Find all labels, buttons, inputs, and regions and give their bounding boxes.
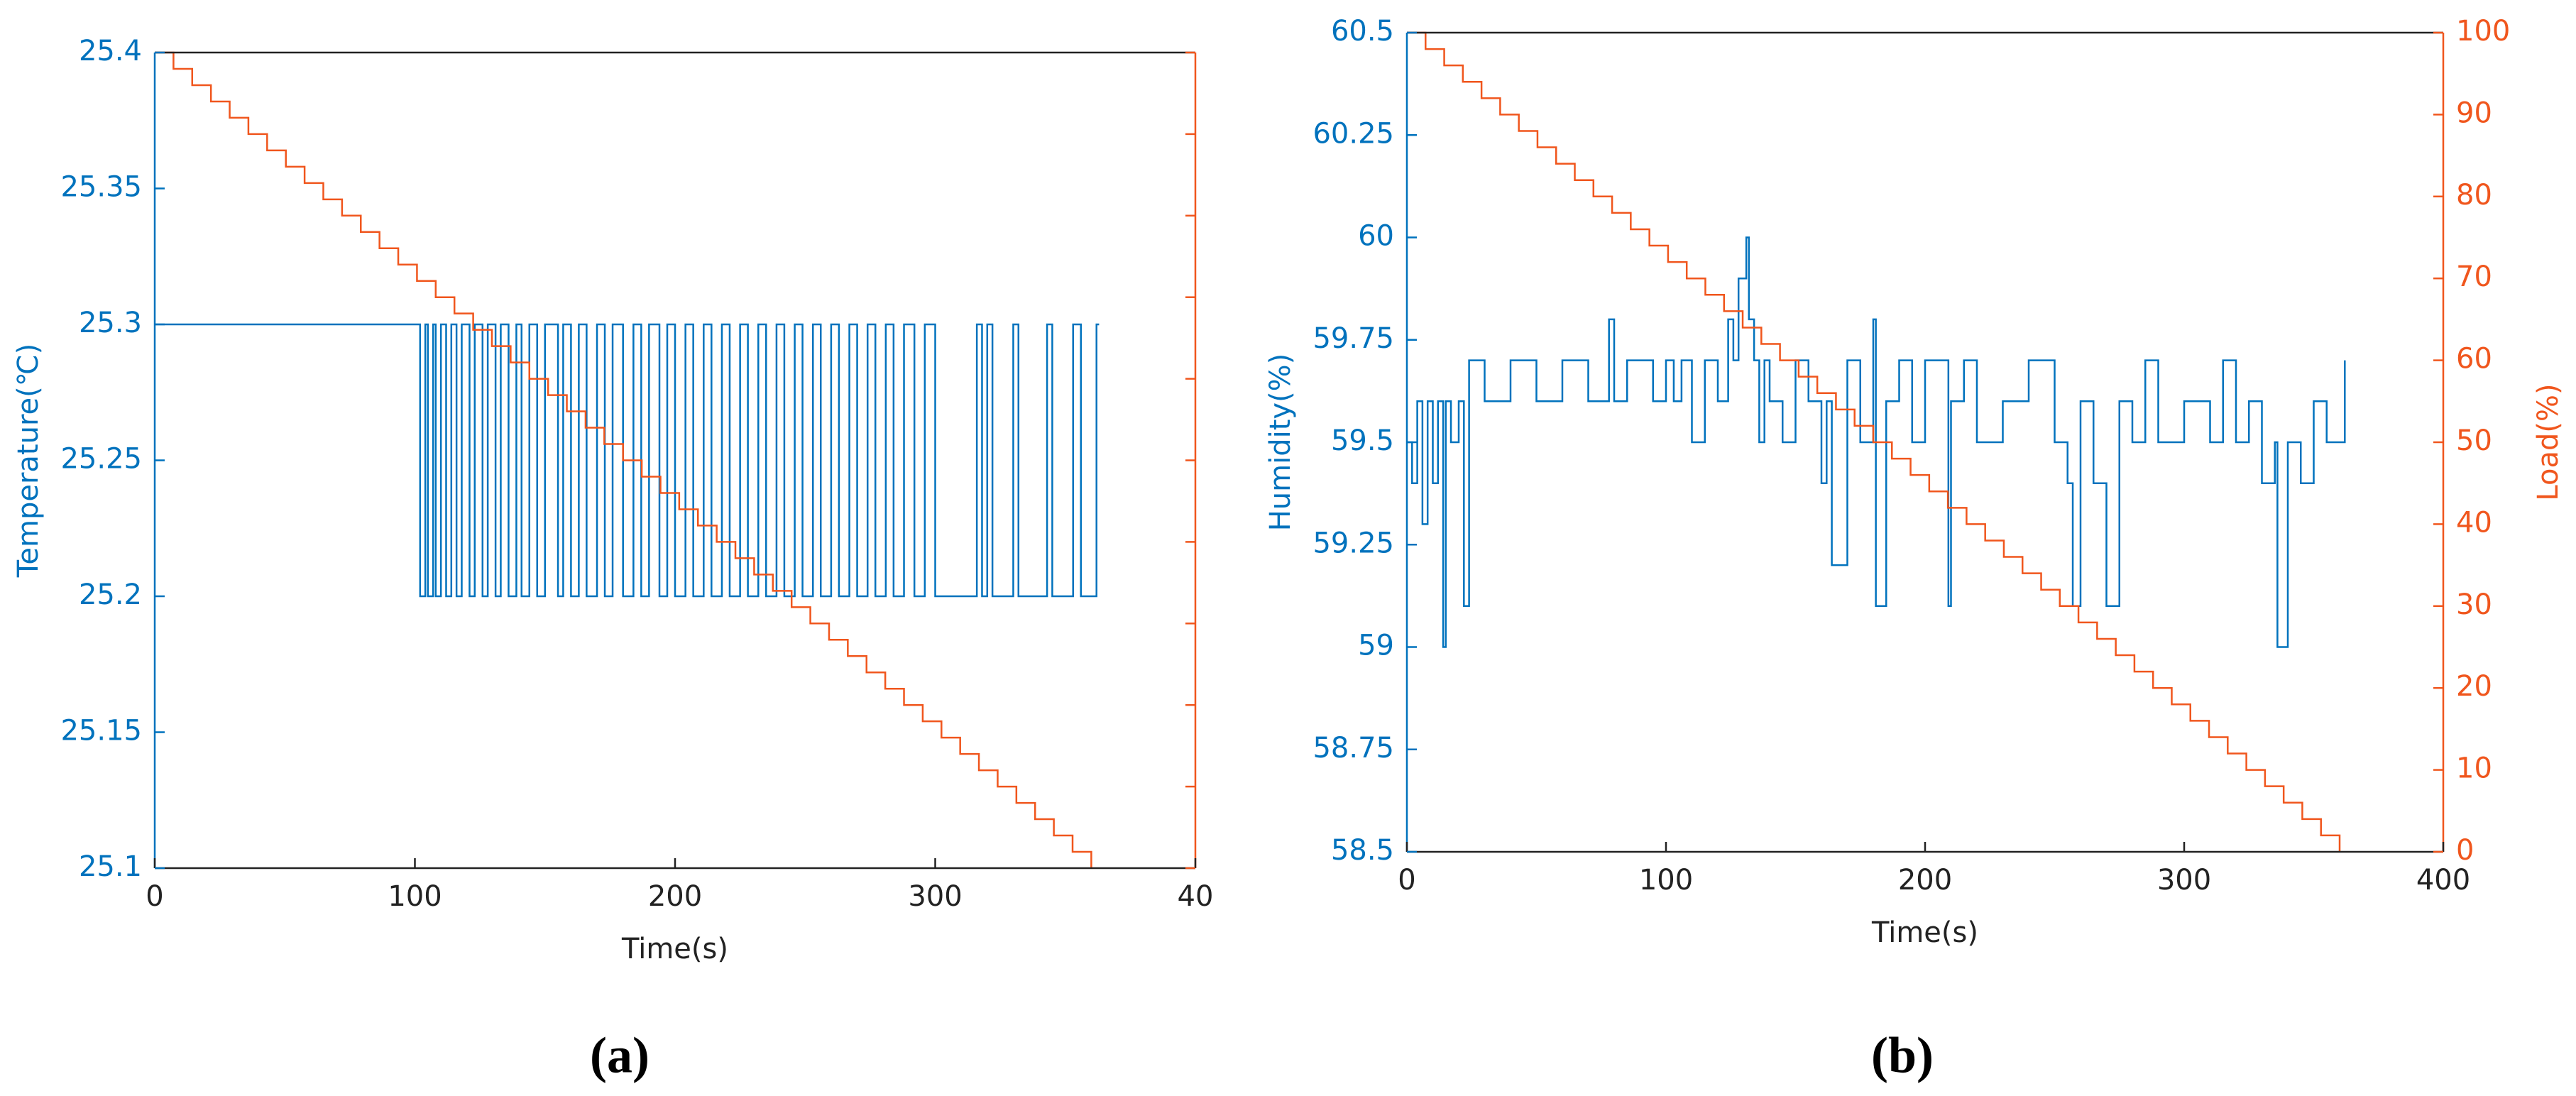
y-tick-label: 60.5 (1331, 15, 1394, 48)
caption: (b) (1871, 1027, 1934, 1084)
y2-tick-label: 50 (2456, 424, 2492, 457)
y2-tick-label: 90 (2456, 97, 2492, 129)
y-tick-label: 59.5 (1331, 424, 1394, 457)
y-tick-label: 25.2 (79, 579, 142, 611)
y2-tick-label: 70 (2456, 261, 2492, 293)
x-axis-label: Time(s) (1871, 916, 1978, 949)
x-tick-label: 300 (2157, 864, 2211, 897)
y2-tick-label: 30 (2456, 588, 2492, 621)
y2-tick-label: 20 (2456, 670, 2492, 703)
y-tick-label: 25.15 (60, 715, 142, 747)
data-line (1407, 31, 2341, 852)
x-tick-label: 0 (146, 880, 163, 913)
y-tick-label: 59 (1358, 630, 1394, 662)
y-tick-label: 60 (1358, 220, 1394, 253)
x-tick-label: 400 (2416, 864, 2470, 897)
caption: (a) (590, 1027, 650, 1084)
y2-tick-label: 40 (2456, 506, 2492, 539)
y-tick-label: 58.5 (1331, 834, 1394, 867)
y-tick-label: 25.4 (79, 35, 142, 67)
x-tick-label: 200 (1898, 864, 1952, 897)
x-tick-label: 200 (648, 880, 702, 913)
x-tick-label: 40 (1178, 880, 1214, 913)
y2-tick-label: 10 (2456, 752, 2492, 785)
y-axis-label: Humidity(%) (1264, 354, 1297, 532)
data-line (1407, 236, 2346, 648)
data-line (155, 51, 1092, 868)
y-tick-label: 25.35 (60, 171, 142, 204)
y-tick-label: 59.75 (1312, 322, 1394, 355)
x-tick-label: 300 (908, 880, 962, 913)
y-tick-label: 59.25 (1312, 527, 1394, 559)
x-tick-label: 100 (1639, 864, 1693, 897)
y-tick-label: 25.25 (60, 443, 142, 476)
y2-tick-label: 60 (2456, 343, 2492, 376)
y-axis-label: Temperature(℃) (12, 344, 45, 579)
y2-tick-label: 100 (2456, 15, 2510, 48)
y-tick-label: 25.3 (79, 307, 142, 339)
y2-tick-label: 0 (2456, 834, 2474, 867)
y-tick-label: 58.75 (1312, 732, 1394, 765)
x-tick-label: 100 (388, 880, 442, 913)
data-line (155, 323, 1100, 598)
y-tick-label: 25.1 (79, 850, 142, 883)
x-tick-label: 0 (1398, 864, 1415, 897)
y-tick-label: 60.25 (1312, 117, 1394, 150)
y2-tick-label: 80 (2456, 179, 2492, 212)
x-axis-label: Time(s) (621, 933, 728, 965)
y2-axis-label: Load(%) (2532, 383, 2565, 500)
